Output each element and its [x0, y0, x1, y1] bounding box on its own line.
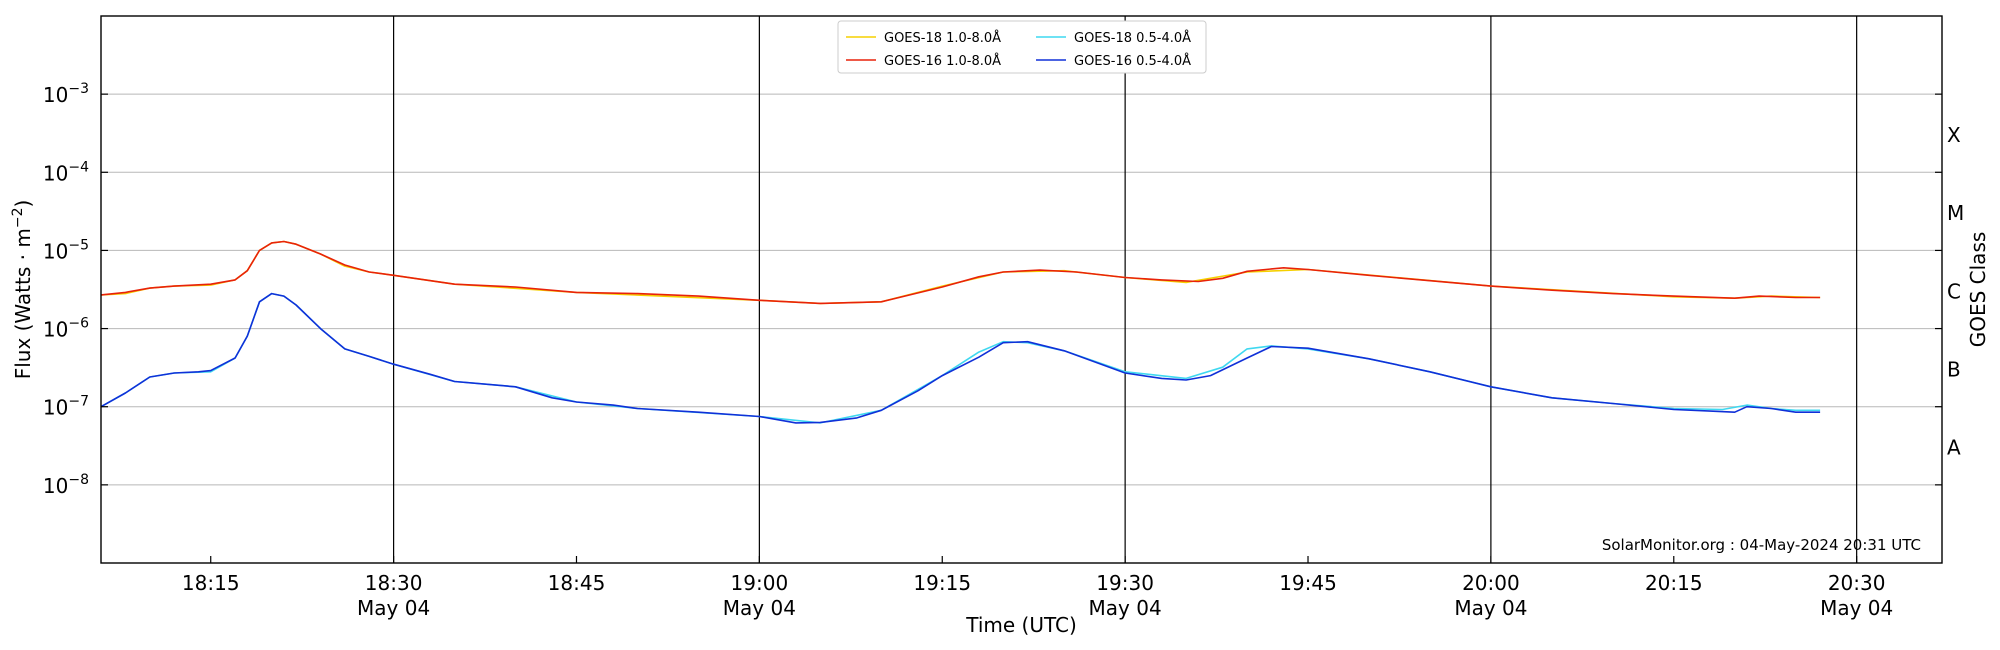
x-tick-label: 18:15: [182, 571, 240, 595]
goes-class-labels: A B C M X: [1947, 123, 1964, 460]
x-tick-label: 19:45: [1279, 571, 1337, 595]
series-line-3: [100, 292, 1821, 424]
series-layer: [100, 240, 1821, 424]
legend-entry-2: GOES-18 0.5-4.0Å: [1074, 30, 1191, 46]
y-tick-label: 10−7: [43, 394, 89, 420]
goes-class-x: X: [1947, 123, 1961, 147]
goes-class-b: B: [1947, 357, 1961, 381]
y-tick-label: 10−6: [43, 316, 89, 342]
x-tick-label: 20:15: [1645, 571, 1703, 595]
grid-layer: [101, 93, 1942, 486]
y-tick-label: 10−3: [43, 81, 89, 107]
legend-entry-1: GOES-16 1.0-8.0Å: [884, 53, 1001, 69]
x-tick-sublabel: May 04: [357, 596, 430, 620]
goes-class-c: C: [1947, 279, 1961, 303]
goes-class-m: M: [1947, 201, 1964, 225]
credit-text: SolarMonitor.org : 04-May-2024 20:31 UTC: [1602, 536, 1921, 554]
x-axis-title: Time (UTC): [965, 613, 1077, 637]
x-tick-label: 19:00: [731, 571, 789, 595]
vertical-lines-layer: [393, 16, 1858, 563]
x-tick-label: 18:30: [365, 571, 423, 595]
goes-class-a: A: [1947, 436, 1961, 460]
x-tick-label: 18:45: [548, 571, 606, 595]
series-line-1: [100, 240, 1821, 305]
y-tick-label: 10−4: [43, 159, 89, 185]
y-axis-title: Flux (Watts · m−2): [10, 200, 35, 380]
x-tick-label: 19:15: [913, 571, 971, 595]
x-tick-sublabel: May 04: [1454, 596, 1527, 620]
x-tick-sublabel: May 04: [1820, 596, 1893, 620]
x-tick-sublabel: May 04: [1089, 596, 1162, 620]
x-tick-label: 19:30: [1096, 571, 1154, 595]
y-tick-label: 10−8: [43, 472, 89, 498]
plot-frame: [100, 15, 1943, 564]
x-tick-label: 20:00: [1462, 571, 1520, 595]
legend-entry-0: GOES-18 1.0-8.0Å: [884, 30, 1001, 46]
y-tick-label: 10−5: [43, 237, 89, 263]
legend-entry-3: GOES-16 0.5-4.0Å: [1074, 53, 1191, 69]
legend-box: [837, 20, 1207, 74]
legend: GOES-18 1.0-8.0Å GOES-16 1.0-8.0Å GOES-18 …: [837, 20, 1207, 74]
goes-class-axis-title: GOES Class: [1966, 232, 1990, 348]
x-tick-sublabel: May 04: [723, 596, 796, 620]
x-tick-label: 20:30: [1828, 571, 1886, 595]
